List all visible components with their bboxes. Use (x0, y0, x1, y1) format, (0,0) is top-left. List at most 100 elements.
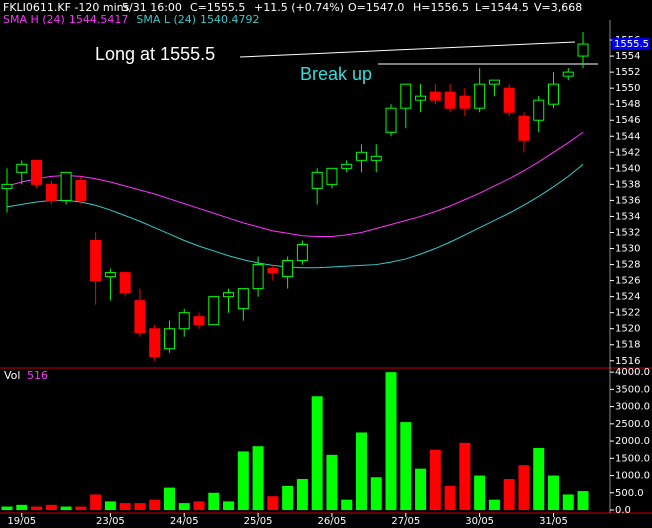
candle-body (355, 151, 367, 161)
volume-bar (16, 504, 28, 510)
y-tick-label: 1548 (615, 99, 640, 110)
volume-bar (370, 477, 382, 510)
y2-tick-label: 3000.0 (615, 402, 650, 413)
volume-bar (444, 485, 456, 510)
candle-body (149, 328, 161, 358)
y-tick-label: 1540 (615, 163, 640, 174)
x-tick-label: 26/05 (318, 516, 347, 527)
volume-bar (119, 503, 131, 510)
candle-body (474, 83, 486, 109)
y-tick-label: 1522 (615, 308, 640, 319)
y2-tick-label: 0.0 (615, 505, 631, 516)
volume-bar (178, 503, 190, 510)
candle-body (208, 296, 220, 326)
candle-body (311, 171, 323, 189)
annotation: Long at 1555.5 (95, 44, 215, 64)
y-tick-label: 1538 (615, 179, 640, 190)
volume-bar (1, 506, 13, 510)
volume-bar (149, 499, 161, 510)
volume-bar (518, 465, 530, 510)
volume-bar (355, 432, 367, 510)
candle-body (341, 163, 353, 169)
price-box (612, 38, 650, 51)
volume-bar (488, 499, 500, 510)
candle-body (237, 288, 249, 310)
x-tick-label: 19/05 (7, 516, 36, 527)
header-low: L=1544.5 (475, 1, 529, 14)
y-tick-label: 1544 (615, 131, 640, 142)
candle-body (282, 260, 294, 278)
candle-body (503, 87, 515, 113)
volume-bar (237, 451, 249, 510)
volume-bar (311, 396, 323, 510)
candle-body (385, 107, 397, 133)
candle-body (577, 43, 589, 57)
volume-bar (267, 496, 279, 510)
volume-label: Vol (4, 369, 20, 382)
y-tick-label: 1546 (615, 115, 640, 126)
x-tick-label: 25/05 (244, 516, 273, 527)
candle-body (163, 328, 175, 350)
y2-tick-label: 2000.0 (615, 436, 650, 447)
candle-body (90, 240, 102, 282)
y2-tick-label: 1500.0 (615, 453, 650, 464)
y-tick-label: 1520 (615, 324, 640, 335)
volume-bar (31, 506, 43, 510)
candle-body (326, 167, 338, 185)
candle-body (518, 115, 530, 141)
volume-bar (503, 478, 515, 510)
volume-bar (252, 446, 264, 510)
candle-body (415, 95, 427, 101)
candle-body (459, 95, 471, 109)
annotation: Break up (300, 64, 372, 84)
header-close: C=1555.5 (190, 1, 245, 14)
volume-bar (193, 501, 205, 510)
volume-bar (282, 485, 294, 510)
volume-bar (163, 487, 175, 510)
candle-body (429, 91, 441, 101)
y2-tick-label: 3500.0 (615, 384, 650, 395)
x-tick-label: 27/05 (391, 516, 420, 527)
candle-body (193, 316, 205, 326)
header-change: +11.5 (+0.74%) (254, 1, 344, 14)
volume-bar (577, 491, 589, 510)
y-tick-label: 1534 (615, 211, 640, 222)
candle-body (267, 268, 279, 274)
volume-bar (474, 475, 486, 510)
y2-tick-label: 2500.0 (615, 419, 650, 430)
x-tick-label: 24/05 (170, 516, 199, 527)
y-tick-label: 1536 (615, 195, 640, 206)
y-tick-label: 1552 (615, 67, 640, 78)
candle-body (400, 83, 412, 109)
price-label: 1555.5 (614, 39, 649, 50)
volume-bar (415, 468, 427, 510)
y-tick-label: 1524 (615, 292, 640, 303)
legend-name: SMA H (24) (3, 13, 65, 26)
annotation-line (239, 41, 576, 58)
volume-bar (341, 499, 353, 510)
y-tick-label: 1550 (615, 83, 640, 94)
volume-bar (104, 501, 116, 510)
candle-body (296, 244, 308, 262)
volume-bar (547, 475, 559, 510)
header-high: H=1556.5 (413, 1, 469, 14)
volume-bar (429, 449, 441, 510)
candle-body (252, 264, 264, 290)
candle-body (45, 183, 57, 201)
y-tick-label: 1516 (615, 356, 640, 367)
legend-name: SMA L (24) (136, 13, 196, 26)
candle-body (60, 171, 72, 201)
candle-body (223, 292, 235, 298)
candle-body (75, 179, 87, 201)
volume-bar (533, 447, 545, 510)
volume-bar (45, 504, 57, 510)
volume-value: 516 (27, 369, 48, 382)
y2-tick-label: 500.0 (615, 488, 644, 499)
candle-body (134, 300, 146, 334)
volume-bar (223, 501, 235, 510)
candle-body (547, 83, 559, 105)
x-tick-label: 31/05 (539, 516, 568, 527)
volume-bar (400, 422, 412, 510)
volume-bar (208, 492, 220, 510)
